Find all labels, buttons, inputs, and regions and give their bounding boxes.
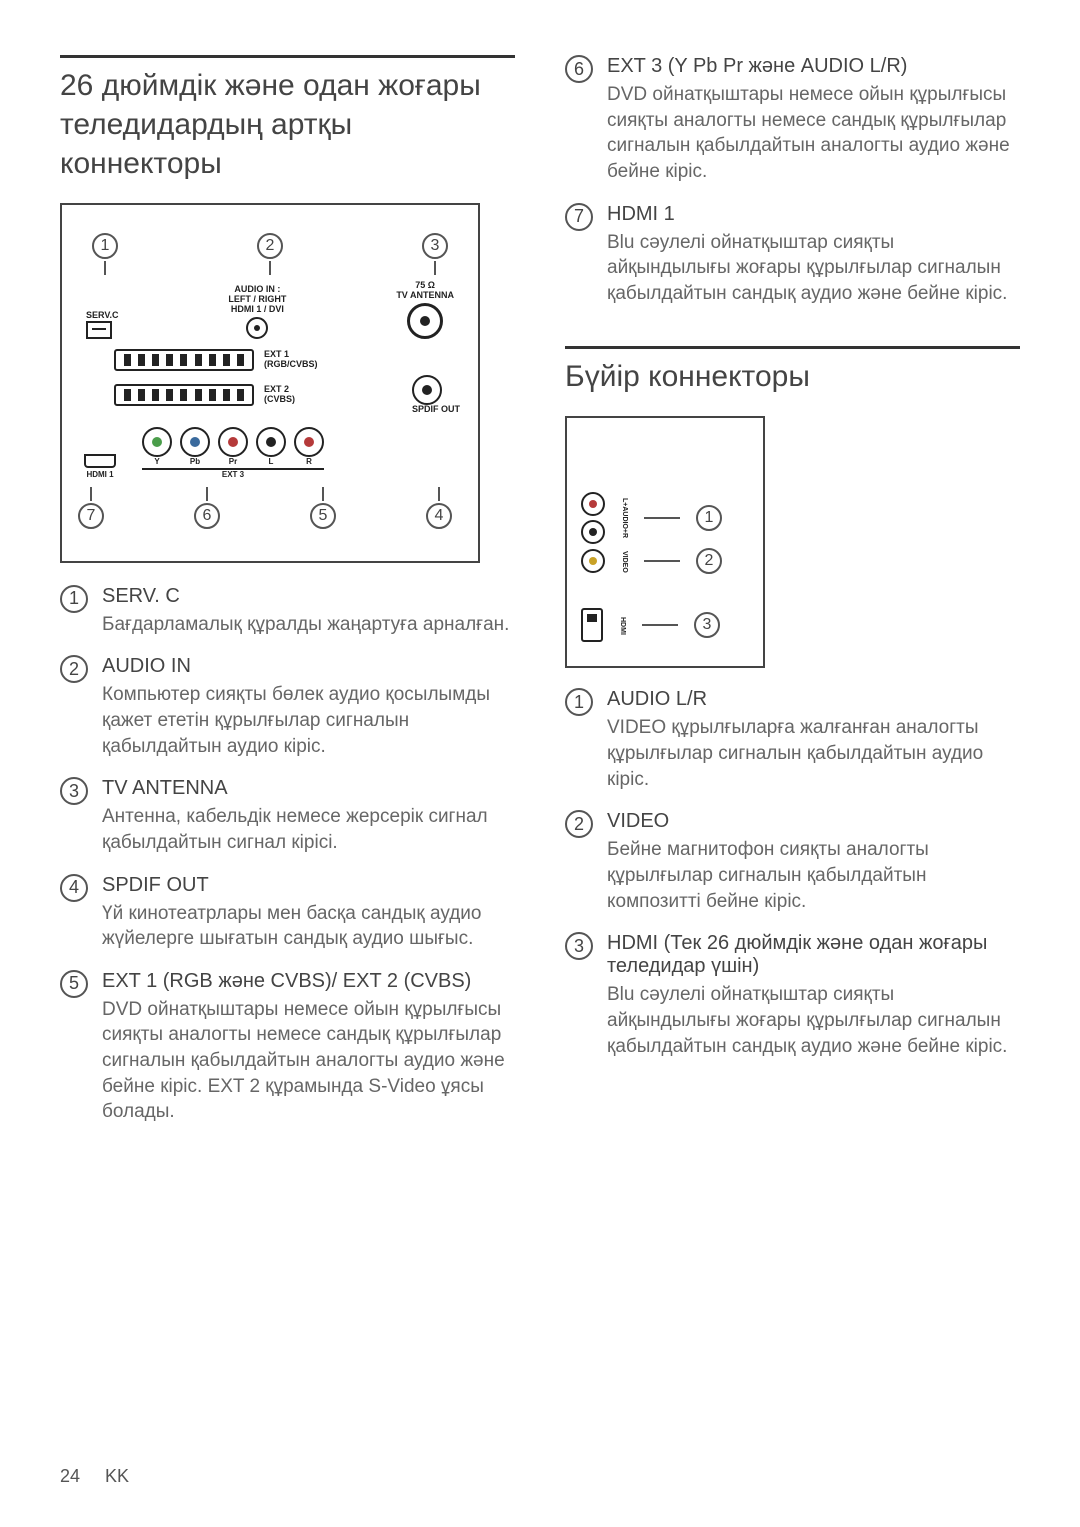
- def-item-4: 4 SPDIF OUT Үй кинотеатрлары мен басқа са…: [60, 874, 515, 952]
- servc-port-icon: [86, 321, 112, 339]
- side-def-num-1: 1: [565, 688, 593, 716]
- antenna-label: TV ANTENNA: [396, 291, 454, 301]
- diagram-callout-5: 5: [310, 503, 336, 529]
- side-hdmi-icon: [581, 608, 603, 642]
- page-footer: 24 KK: [60, 1466, 129, 1487]
- def-body-ext3: DVD ойнатқыштары немесе ойын құрылғысы с…: [607, 82, 1020, 185]
- def-item-5: 5 EXT 1 (RGB және CVBS)/ EXT 2 (CVBS) DVD…: [60, 970, 515, 1125]
- rca-l-icon: [256, 427, 286, 457]
- side-audio-r-icon: [581, 492, 605, 516]
- rear-connector-diagram: 1 2 3 SERV.C AUDIO IN : LEFT / RIGHT HDM…: [60, 203, 480, 563]
- side-def-body-audiolr: VIDEO құрылғыларға жалғанған аналогты құ…: [607, 715, 1020, 792]
- rca-y-icon: [142, 427, 172, 457]
- def-body-hdmi1: Blu сәулелі ойнатқыштар сияқты айқындылы…: [607, 230, 1020, 307]
- audio-in-jack-icon: [246, 317, 268, 339]
- page-number: 24: [60, 1466, 80, 1486]
- side-def-item-1: 1 AUDIO L/R VIDEO құрылғыларға жалғанған …: [565, 688, 1020, 792]
- side-def-num-2: 2: [565, 810, 593, 838]
- pb-label: Pb: [180, 457, 210, 466]
- page-lang: KK: [105, 1466, 129, 1486]
- rca-pb-icon: [180, 427, 210, 457]
- side-def-title-hdmi: HDMI (Тек 26 дюймдік және одан жоғары те…: [607, 932, 1020, 978]
- side-video-icon: [581, 549, 605, 573]
- def-body-ext12: DVD ойнатқыштары немесе ойын құрылғысы с…: [102, 997, 515, 1125]
- side-def-body-video: Бейне магнитофон сияқты аналогты құрылғы…: [607, 837, 1020, 914]
- side-audio-l-icon: [581, 520, 605, 544]
- def-item-3: 3 TV ANTENNA Антенна, кабельдік немесе же…: [60, 777, 515, 855]
- hdmi1-label: HDMI 1: [84, 470, 116, 479]
- side-callout-2: 2: [696, 548, 722, 574]
- def-num-5: 5: [60, 970, 88, 998]
- def-title-antenna: TV ANTENNA: [102, 777, 515, 800]
- side-hdmi-label: HDMI: [619, 617, 626, 635]
- side-def-item-3: 3 HDMI (Тек 26 дюймдік және одан жоғары …: [565, 932, 1020, 1059]
- def-title-servc: SERV. C: [102, 585, 515, 608]
- scart-ext2-icon: [114, 384, 254, 406]
- def-item-1: 1 SERV. C Бағдарламалық құралды жаңартуға…: [60, 585, 515, 638]
- def-title-ext3: EXT 3 (Y Pb Pr және AUDIO L/R): [607, 55, 1020, 78]
- side-def-title-audiolr: AUDIO L/R: [607, 688, 1020, 711]
- side-audio-label: L+AUDIO+R: [621, 498, 628, 538]
- side-def-body-hdmi: Blu сәулелі ойнатқыштар сияқты айқындылы…: [607, 982, 1020, 1059]
- def-body-audioin: Компьютер сияқты бөлек аудио қосылымды қ…: [102, 682, 515, 759]
- side-callout-1: 1: [696, 505, 722, 531]
- side-callout-3: 3: [694, 612, 720, 638]
- y-label: Y: [142, 457, 172, 466]
- diagram-callout-2: 2: [257, 233, 283, 259]
- side-def-num-3: 3: [565, 932, 593, 960]
- rca-r-icon: [294, 427, 324, 457]
- ext3-label: EXT 3: [142, 470, 324, 479]
- spdif-rca-icon: [412, 375, 442, 405]
- servc-label: SERV.C: [86, 311, 119, 321]
- ext1-label: EXT 1 (RGB/CVBS): [264, 350, 318, 370]
- def-body-servc: Бағдарламалық құралды жаңартуға арналған…: [102, 612, 515, 638]
- l-label: L: [256, 457, 286, 466]
- def-num-7: 7: [565, 203, 593, 231]
- scart-ext1-icon: [114, 349, 254, 371]
- audio-in-label: AUDIO IN : LEFT / RIGHT HDMI 1 / DVI: [228, 285, 286, 315]
- rca-pr-icon: [218, 427, 248, 457]
- side-video-label: VIDEO: [621, 551, 628, 573]
- pr-label: Pr: [218, 457, 248, 466]
- def-item-7: 7 HDMI 1 Blu сәулелі ойнатқыштар сияқты а…: [565, 203, 1020, 307]
- def-item-6: 6 EXT 3 (Y Pb Pr және AUDIO L/R) DVD ойна…: [565, 55, 1020, 185]
- side-connectors-heading: Бүйір коннекторы: [565, 346, 1020, 396]
- def-body-spdif: Үй кинотеатрлары мен басқа сандық аудио …: [102, 901, 515, 952]
- diagram-callout-3: 3: [422, 233, 448, 259]
- antenna-coax-icon: [407, 303, 443, 339]
- diagram-callout-1: 1: [92, 233, 118, 259]
- diagram-callout-6: 6: [194, 503, 220, 529]
- diagram-callout-7: 7: [78, 503, 104, 529]
- page-columns: 26 дюймдік және одан жоғары теледидардың…: [60, 55, 1020, 1125]
- def-num-6: 6: [565, 55, 593, 83]
- def-title-ext12: EXT 1 (RGB және CVBS)/ EXT 2 (CVBS): [102, 970, 515, 993]
- ext2-label: EXT 2 (CVBS): [264, 385, 295, 405]
- side-def-item-2: 2 VIDEO Бейне магнитофон сияқты аналогты …: [565, 810, 1020, 914]
- def-num-3: 3: [60, 777, 88, 805]
- def-title-hdmi1: HDMI 1: [607, 203, 1020, 226]
- def-item-2: 2 AUDIO IN Компьютер сияқты бөлек аудио қ…: [60, 655, 515, 759]
- def-num-1: 1: [60, 585, 88, 613]
- hdmi1-port-icon: [84, 454, 116, 468]
- def-title-audioin: AUDIO IN: [102, 655, 515, 678]
- spdif-label: SPDIF OUT: [412, 405, 460, 415]
- rear-connectors-heading: 26 дюймдік және одан жоғары теледидардың…: [60, 55, 515, 183]
- r-label: R: [294, 457, 324, 466]
- def-body-antenna: Антенна, кабельдік немесе жерсерік сигна…: [102, 804, 515, 855]
- diagram-callout-4: 4: [426, 503, 452, 529]
- left-column: 26 дюймдік және одан жоғары теледидардың…: [60, 55, 515, 1125]
- right-column: 6 EXT 3 (Y Pb Pr және AUDIO L/R) DVD ойна…: [565, 55, 1020, 1125]
- def-title-spdif: SPDIF OUT: [102, 874, 515, 897]
- def-num-2: 2: [60, 655, 88, 683]
- side-def-title-video: VIDEO: [607, 810, 1020, 833]
- def-num-4: 4: [60, 874, 88, 902]
- side-connector-diagram: L+AUDIO+R 1 VIDEO 2 HDMI 3: [565, 416, 765, 668]
